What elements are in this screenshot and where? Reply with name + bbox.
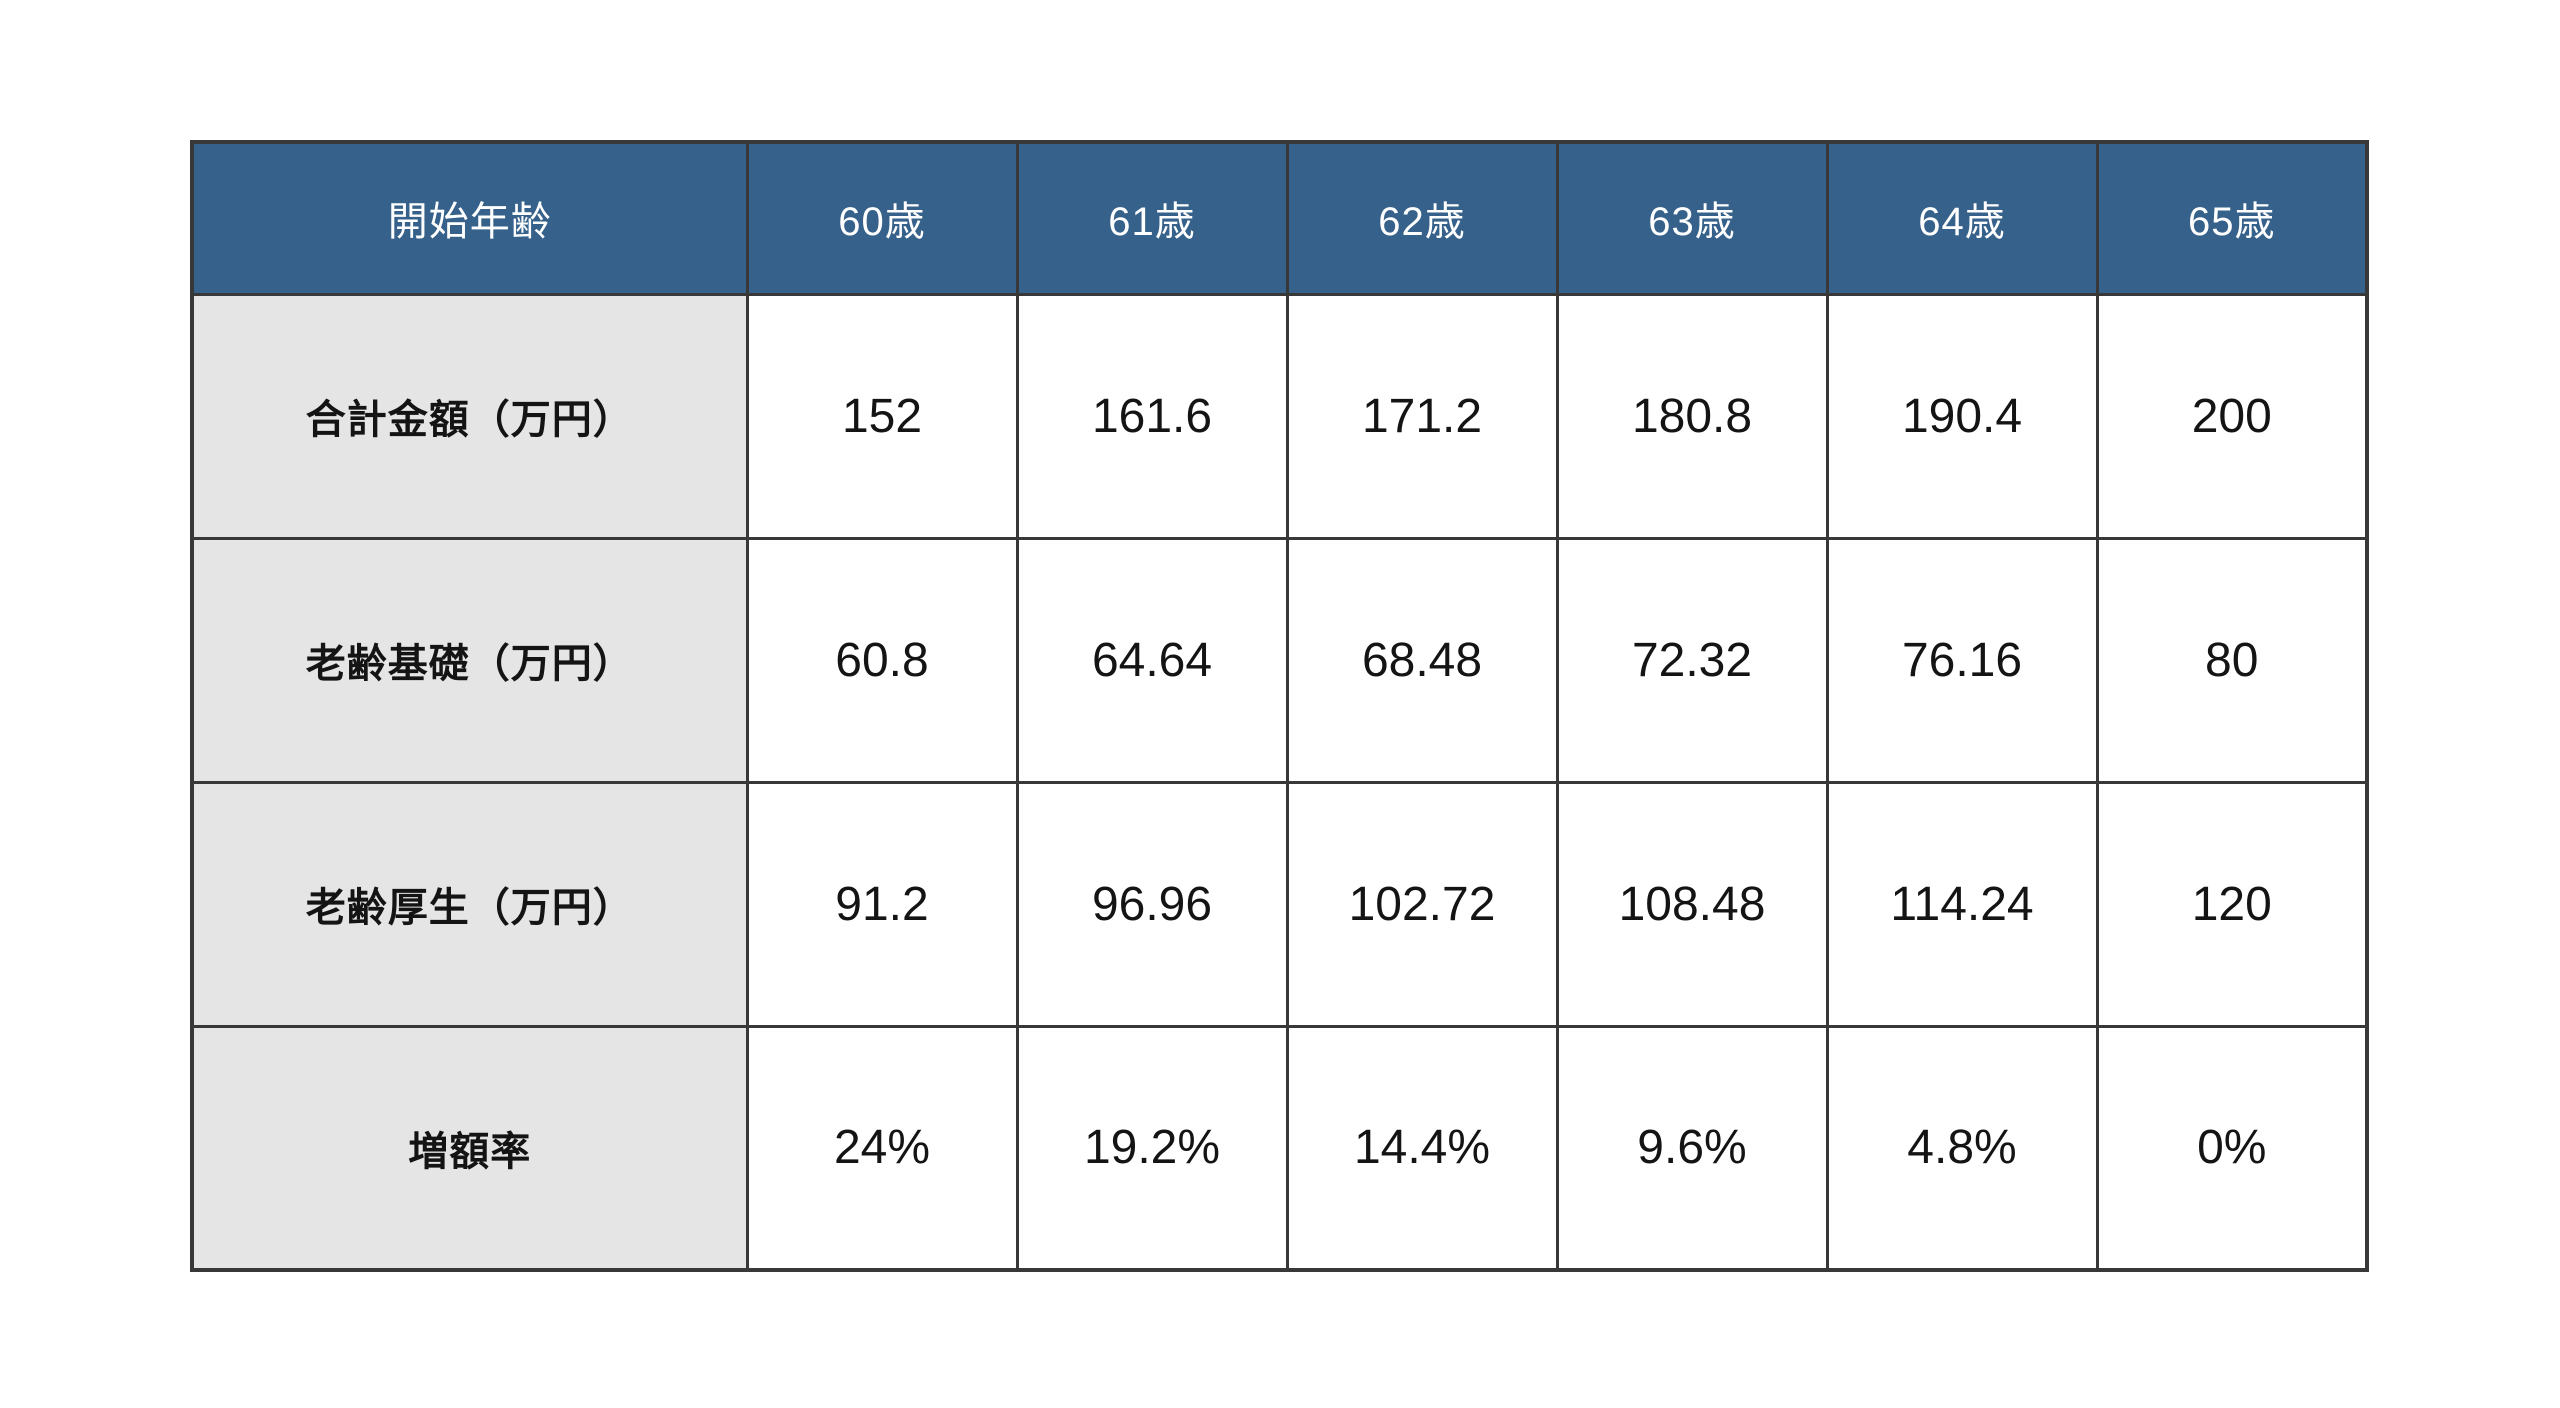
value-cell: 200 — [2095, 292, 2369, 540]
column-header-age: 60歳 — [745, 140, 1019, 296]
value-cell: 9.6% — [1555, 1024, 1829, 1272]
row-label: 合計金額（万円） — [190, 292, 749, 540]
table-row: 増額率 24% 19.2% 14.4% 9.6% 4.8% 0% — [190, 1024, 2369, 1272]
value-cell: 80 — [2095, 536, 2369, 784]
value-cell: 91.2 — [745, 780, 1019, 1028]
row-label: 老齢基礎（万円） — [190, 536, 749, 784]
value-cell: 68.48 — [1285, 536, 1559, 784]
value-cell: 24% — [745, 1024, 1019, 1272]
column-header-age: 64歳 — [1825, 140, 2099, 296]
column-header-age: 61歳 — [1015, 140, 1289, 296]
value-cell: 171.2 — [1285, 292, 1559, 540]
corner-header-start-age: 開始年齢 — [190, 140, 749, 296]
value-cell: 72.32 — [1555, 536, 1829, 784]
column-header-age: 62歳 — [1285, 140, 1559, 296]
value-cell: 4.8% — [1825, 1024, 2099, 1272]
table-row: 老齢厚生（万円） 91.2 96.96 102.72 108.48 114.24 120 — [190, 780, 2369, 1028]
value-cell: 0% — [2095, 1024, 2369, 1272]
value-cell: 180.8 — [1555, 292, 1829, 540]
header-row: 開始年齢 60歳 61歳 62歳 63歳 64歳 65歳 — [190, 140, 2369, 296]
value-cell: 190.4 — [1825, 292, 2099, 540]
table-row: 合計金額（万円） 152 161.6 171.2 180.8 190.4 200 — [190, 292, 2369, 540]
value-cell: 96.96 — [1015, 780, 1289, 1028]
table-body: 合計金額（万円） 152 161.6 171.2 180.8 190.4 200 老齢基礎（万… — [190, 292, 2369, 1272]
pension-table: 開始年齢 60歳 61歳 62歳 63歳 64歳 65歳 合計金額（万円） 152 161.6 1… — [190, 140, 2369, 1272]
value-cell: 64.64 — [1015, 536, 1289, 784]
column-header-age: 65歳 — [2095, 140, 2369, 296]
table-row: 老齢基礎（万円） 60.8 64.64 68.48 72.32 76.16 80 — [190, 536, 2369, 784]
value-cell: 108.48 — [1555, 780, 1829, 1028]
value-cell: 76.16 — [1825, 536, 2099, 784]
value-cell: 19.2% — [1015, 1024, 1289, 1272]
value-cell: 152 — [745, 292, 1019, 540]
value-cell: 60.8 — [745, 536, 1019, 784]
value-cell: 102.72 — [1285, 780, 1559, 1028]
value-cell: 120 — [2095, 780, 2369, 1028]
row-label: 老齢厚生（万円） — [190, 780, 749, 1028]
value-cell: 161.6 — [1015, 292, 1289, 540]
column-header-age: 63歳 — [1555, 140, 1829, 296]
row-label: 増額率 — [190, 1024, 749, 1272]
value-cell: 14.4% — [1285, 1024, 1559, 1272]
value-cell: 114.24 — [1825, 780, 2099, 1028]
